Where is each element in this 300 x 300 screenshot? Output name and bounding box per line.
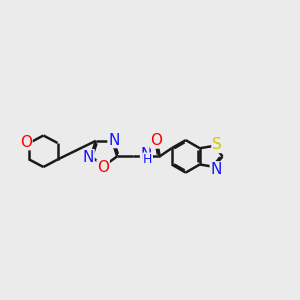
Text: N: N [210,162,222,177]
Text: H: H [143,153,152,166]
Text: N: N [141,147,152,162]
Text: N: N [108,133,119,148]
Text: O: O [97,160,109,175]
Text: O: O [151,133,163,148]
Text: S: S [212,137,222,152]
Text: N: N [82,150,94,165]
Text: O: O [20,135,32,150]
